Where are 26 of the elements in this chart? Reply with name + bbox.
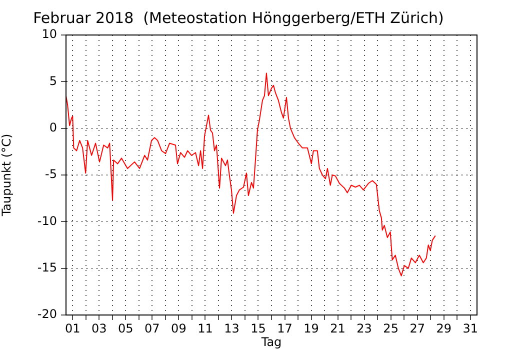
y-tick-label: 10 [42,27,57,42]
x-axis-title: Tag [260,334,282,349]
y-tick-label: -10 [37,214,57,228]
x-tick-label: 09 [171,321,186,336]
y-tick-label: -20 [37,307,57,322]
y-tick-label: -5 [45,167,57,182]
y-tick-label: 5 [49,74,57,88]
x-tick-label: 05 [118,321,134,336]
x-tick-label: 25 [383,321,398,336]
x-tick-label: 07 [144,321,160,336]
x-tick-label: 21 [330,321,346,336]
x-tick-label: 13 [224,321,240,336]
x-tick-label: 17 [277,321,292,336]
x-tick-label: 03 [92,321,107,336]
x-tick-label: 23 [356,321,372,336]
x-tick-label: 19 [304,321,319,336]
x-tick-label: 11 [198,321,213,336]
x-tick-label: 01 [64,321,80,336]
x-tick-label: 15 [250,321,266,336]
chart-title: Februar 2018 (Meteostation Hönggerberg/ETH Zürich) [33,8,444,27]
y-tick-label: -15 [37,260,57,274]
y-tick-label: 0 [49,120,57,134]
x-tick-label: 29 [436,321,452,336]
y-axis-title: Taupunkt (°C) [0,134,14,218]
x-tick-label: 31 [462,321,478,336]
x-tick-label: 27 [410,321,425,336]
